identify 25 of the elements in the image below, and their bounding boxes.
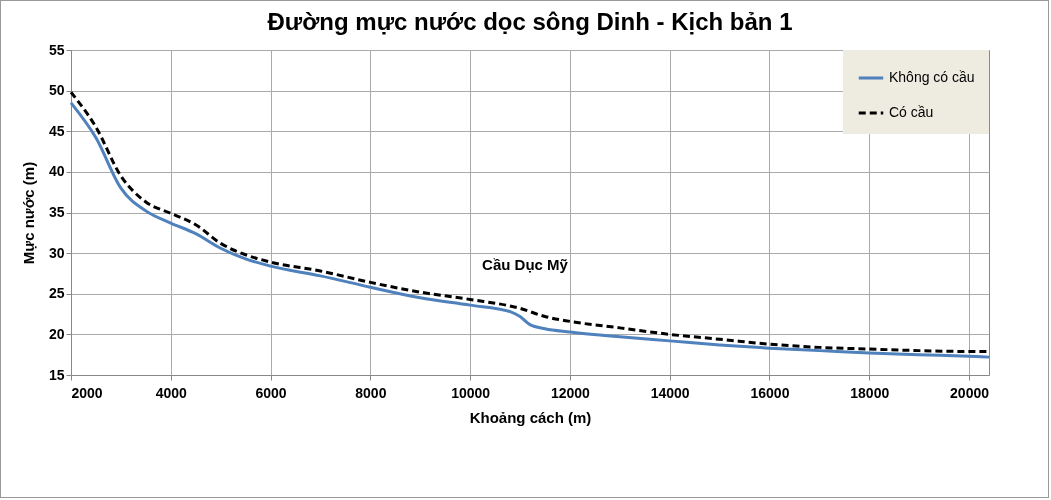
y-axis-title: Mực nước (m) [19, 161, 37, 265]
y-tick-label: 50 [48, 82, 65, 99]
x-tick-label: 4000 [155, 384, 188, 401]
y-tick-label: 20 [48, 325, 65, 342]
chart-title: Đường mực nước dọc sông Dinh - Kịch bản 1 [267, 8, 793, 35]
x-axis-title: Khoảng cách (m) [469, 408, 592, 426]
legend-label: Không có cầu [889, 69, 975, 85]
x-tick-label: 12000 [550, 384, 591, 401]
x-tick-label: 10000 [451, 384, 491, 401]
y-tick-label: 35 [48, 204, 65, 220]
x-tick-label: 2000 [71, 384, 103, 401]
x-tick-label: 20000 [950, 384, 990, 401]
y-tick-label: 45 [48, 122, 65, 139]
x-tick-label: 6000 [255, 384, 287, 401]
y-tick-label: 40 [48, 163, 65, 180]
y-tick-label: 55 [48, 41, 65, 58]
y-tick-label: 15 [48, 366, 65, 383]
y-tick-label: 30 [48, 244, 65, 261]
x-tick-label: 16000 [750, 384, 790, 401]
annotation: Cầu Dục Mỹ [482, 255, 569, 273]
x-tick-label: 18000 [850, 384, 890, 401]
x-tick-label: 8000 [355, 384, 387, 401]
legend-label: Có cầu [889, 104, 934, 120]
x-tick-label: 14000 [650, 384, 690, 401]
y-tick-label: 25 [48, 285, 65, 302]
